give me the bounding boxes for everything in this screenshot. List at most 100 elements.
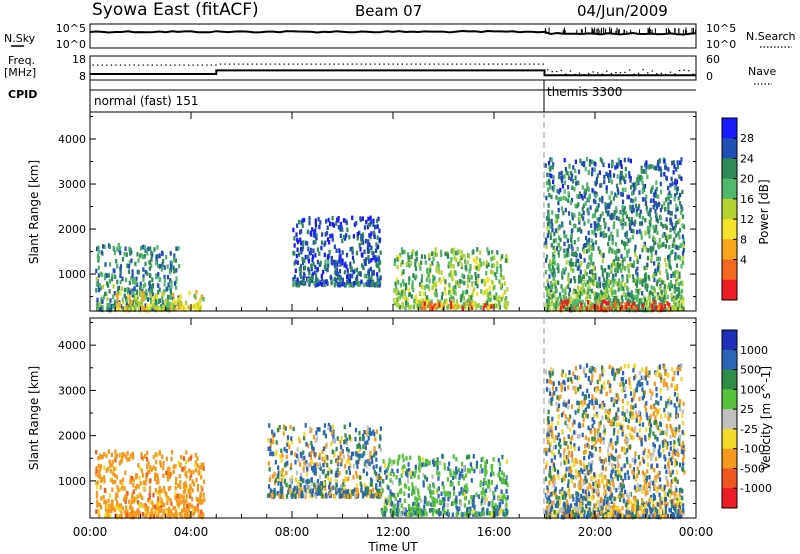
echo-cell (310, 459, 313, 464)
nave-dot (551, 71, 553, 73)
echo-cell (334, 259, 337, 265)
echo-cell (292, 277, 295, 282)
echo-cell (629, 237, 632, 243)
echo-cell (120, 286, 123, 291)
echo-cell (113, 301, 116, 306)
echo-cell (307, 258, 311, 264)
echo-cell (97, 249, 100, 254)
echo-cell (119, 250, 122, 256)
echo-cell (680, 306, 683, 312)
echo-cell (452, 299, 455, 304)
echo-cell (176, 493, 179, 499)
echo-cell (502, 479, 505, 484)
echo-cell (461, 273, 464, 278)
echo-cell (593, 167, 596, 172)
nave-dot (365, 63, 367, 65)
echo-cell (552, 258, 555, 263)
echo-cell (320, 491, 323, 496)
echo-cell (344, 218, 347, 224)
echo-cell (496, 510, 499, 516)
echo-cell (178, 493, 181, 498)
noise-left-tick-bottom: 10^0 (56, 38, 86, 51)
echo-cell (635, 211, 638, 217)
echo-cell (195, 290, 198, 295)
echo-cell (611, 234, 614, 240)
echo-cell (577, 180, 580, 185)
echo-cell (579, 299, 582, 304)
echo-cell (269, 443, 272, 448)
echo-cell (552, 293, 555, 298)
colorbar-tick-label: 24 (740, 152, 754, 165)
echo-cell (179, 300, 183, 306)
echo-cell (572, 165, 575, 170)
echo-cell (601, 300, 604, 305)
echo-cell (573, 223, 576, 229)
echo-cell (366, 279, 369, 285)
echo-cell (172, 265, 175, 271)
echo-cell (141, 244, 144, 250)
echo-cell (671, 226, 675, 231)
echo-cell (577, 258, 580, 264)
echo-cell (616, 295, 619, 301)
echo-cell (618, 302, 621, 307)
echo-cell (472, 302, 475, 308)
power-ylabel: Slant Range [km] (27, 160, 41, 264)
echo-cell (577, 279, 581, 284)
echo-cell (606, 211, 610, 216)
echo-cell (551, 210, 554, 215)
echo-cell (166, 500, 169, 505)
echo-cell (616, 232, 619, 238)
echo-cell (330, 280, 333, 286)
echo-cell (194, 452, 197, 458)
echo-cell (145, 295, 148, 301)
echo-cell (338, 490, 342, 496)
echo-cell (409, 512, 412, 517)
echo-cell (178, 511, 181, 517)
echo-cell (442, 485, 445, 490)
echo-cell (363, 462, 366, 467)
echo-cell (677, 291, 680, 296)
echo-cell (319, 486, 322, 491)
echo-cell (643, 242, 646, 247)
echo-cell (363, 430, 366, 435)
echo-cell (341, 250, 344, 255)
colorbar-swatch (722, 158, 737, 180)
echo-cell (499, 476, 502, 481)
echo-cell (624, 292, 627, 298)
echo-cell (472, 257, 475, 263)
echo-cell (545, 241, 548, 246)
echo-cell (393, 459, 396, 465)
echo-cell (607, 272, 611, 278)
echo-cell (639, 209, 642, 214)
echo-cell (128, 288, 132, 293)
echo-cell (285, 470, 288, 476)
echo-cell (158, 506, 161, 511)
echo-cell (371, 459, 374, 465)
echo-cell (310, 247, 313, 253)
echo-cell (620, 286, 623, 291)
echo-cell (133, 286, 136, 291)
echo-cell (610, 179, 613, 185)
echo-cell (630, 290, 633, 295)
echo-cell (424, 291, 427, 297)
echo-cell (594, 296, 597, 301)
echo-cell (172, 295, 175, 301)
echo-cell (681, 223, 684, 228)
echo-cell (134, 485, 137, 491)
echo-cell (666, 306, 669, 312)
echo-cell (661, 242, 664, 248)
echo-cell (177, 483, 180, 488)
echo-cell (420, 254, 423, 259)
echo-cell (106, 509, 109, 514)
echo-cell (442, 510, 445, 516)
echo-cell (303, 273, 306, 278)
echo-cell (160, 497, 163, 502)
echo-cell (366, 245, 369, 251)
echo-cell (627, 248, 630, 253)
echo-cell (384, 499, 387, 504)
echo-cell (396, 503, 399, 508)
echo-cell (156, 263, 160, 269)
echo-cell (552, 265, 555, 270)
echo-cell (658, 285, 661, 291)
echo-cell (669, 280, 673, 285)
